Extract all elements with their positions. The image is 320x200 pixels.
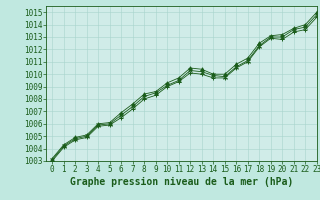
X-axis label: Graphe pression niveau de la mer (hPa): Graphe pression niveau de la mer (hPa) [70,177,293,187]
